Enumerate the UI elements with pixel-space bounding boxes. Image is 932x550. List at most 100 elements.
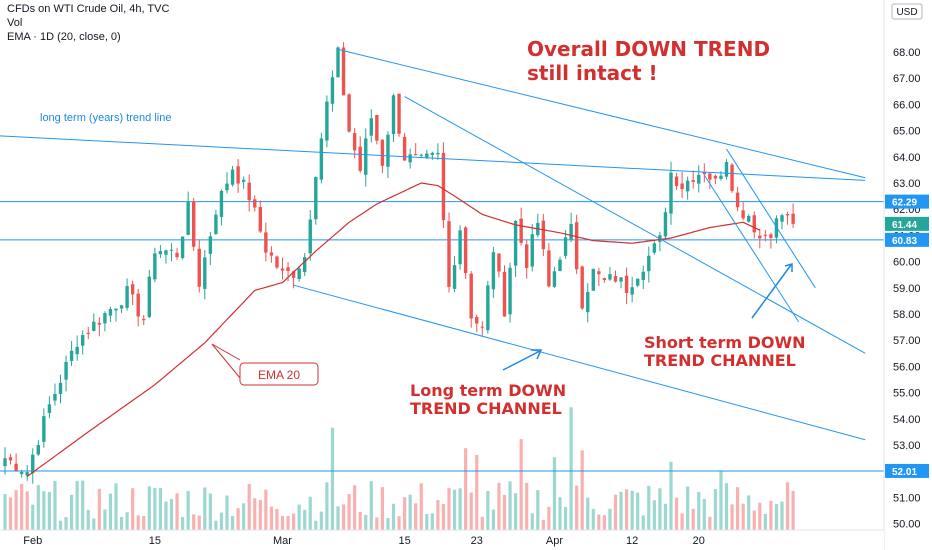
volume-bar <box>736 487 740 530</box>
candle <box>103 311 107 332</box>
volume-bar <box>580 450 584 530</box>
price-tick: 51.00 <box>893 492 921 504</box>
candle <box>253 195 257 212</box>
volume-bar <box>375 517 379 530</box>
volume-bar <box>563 506 568 530</box>
time-axis[interactable] <box>0 529 884 550</box>
volume-bar <box>575 485 579 530</box>
candle <box>42 408 46 448</box>
candle <box>680 171 684 199</box>
volume-bar <box>97 488 101 530</box>
candle <box>147 270 151 319</box>
volume-bar <box>408 494 412 530</box>
candle <box>130 280 135 306</box>
volume-bars <box>3 407 795 530</box>
volume-bar <box>219 512 224 530</box>
volume-bar <box>569 407 573 530</box>
candle <box>119 304 124 314</box>
price-tick: 60.00 <box>893 257 921 269</box>
volume-bar <box>558 497 562 530</box>
candle <box>791 203 795 229</box>
price-badge: 61.44 <box>885 216 929 231</box>
candle <box>735 186 740 212</box>
volume-bar <box>602 515 606 530</box>
volume-bar <box>458 488 462 530</box>
candle <box>597 267 601 286</box>
volume-bar <box>636 492 640 530</box>
long-channel-bottom <box>293 284 866 441</box>
candle <box>314 176 318 225</box>
volume-bar <box>242 503 246 530</box>
volume-bar <box>586 497 590 530</box>
candle <box>75 335 79 361</box>
candle <box>347 93 351 133</box>
price-axis[interactable] <box>883 0 932 550</box>
candle <box>364 128 368 187</box>
volume-bar <box>42 491 46 530</box>
candle <box>3 447 7 475</box>
candle <box>763 230 768 242</box>
time-tick: 15 <box>149 535 161 547</box>
volume-bar <box>347 494 351 530</box>
volume-bar <box>686 486 690 530</box>
candle <box>724 159 729 180</box>
volume-bar <box>36 485 40 530</box>
price-badge: 60.83 <box>885 232 929 247</box>
volume-bar <box>25 491 29 530</box>
candle <box>53 383 57 406</box>
volume-bar <box>164 501 168 530</box>
volume-bar <box>502 494 507 530</box>
candle <box>86 326 90 340</box>
candle <box>502 265 507 317</box>
candle <box>536 213 540 238</box>
volume-bar <box>31 504 35 530</box>
volume-bar <box>158 488 162 530</box>
time-tick: 12 <box>626 535 638 547</box>
volume-bar <box>641 515 645 530</box>
price-tick: 58.00 <box>893 309 921 321</box>
candle <box>275 255 279 270</box>
volume-bar <box>214 520 218 530</box>
candle <box>652 240 657 255</box>
volume-bar <box>253 498 257 530</box>
price-tick: 63.00 <box>893 178 921 190</box>
candle <box>491 246 496 298</box>
candle <box>741 202 745 221</box>
candle <box>647 246 651 283</box>
volume-bar <box>131 488 135 530</box>
volume-bar <box>169 498 174 530</box>
candle <box>153 247 157 283</box>
time-tick: 15 <box>398 535 410 547</box>
volume-bar <box>258 499 262 530</box>
volume-bar <box>519 439 523 530</box>
volume-bar <box>508 481 512 530</box>
candle <box>447 212 451 293</box>
volume-bar <box>613 494 618 530</box>
volume-bar <box>330 427 335 530</box>
volume-bar <box>230 516 235 530</box>
volume-bar <box>208 493 212 530</box>
candle <box>8 453 13 465</box>
volume-bar <box>286 516 290 530</box>
volume-bar <box>780 501 784 530</box>
candle <box>547 242 551 288</box>
svg-text:61.44: 61.44 <box>892 220 917 231</box>
candle <box>730 162 734 193</box>
ema-20-line <box>26 182 761 477</box>
price-tick: 64.00 <box>893 152 921 164</box>
candle <box>586 283 590 323</box>
volume-bar <box>86 510 90 530</box>
volume-bar <box>619 491 623 530</box>
volume-bar <box>364 514 368 530</box>
candle <box>375 114 379 145</box>
candle <box>197 240 201 293</box>
candle <box>114 308 118 322</box>
candle <box>658 231 662 252</box>
volume-bar <box>114 483 118 530</box>
volume-bar <box>452 489 457 530</box>
volume-bar <box>186 490 190 530</box>
volume-bar <box>70 494 74 530</box>
candle <box>297 265 301 282</box>
candle <box>136 288 140 327</box>
